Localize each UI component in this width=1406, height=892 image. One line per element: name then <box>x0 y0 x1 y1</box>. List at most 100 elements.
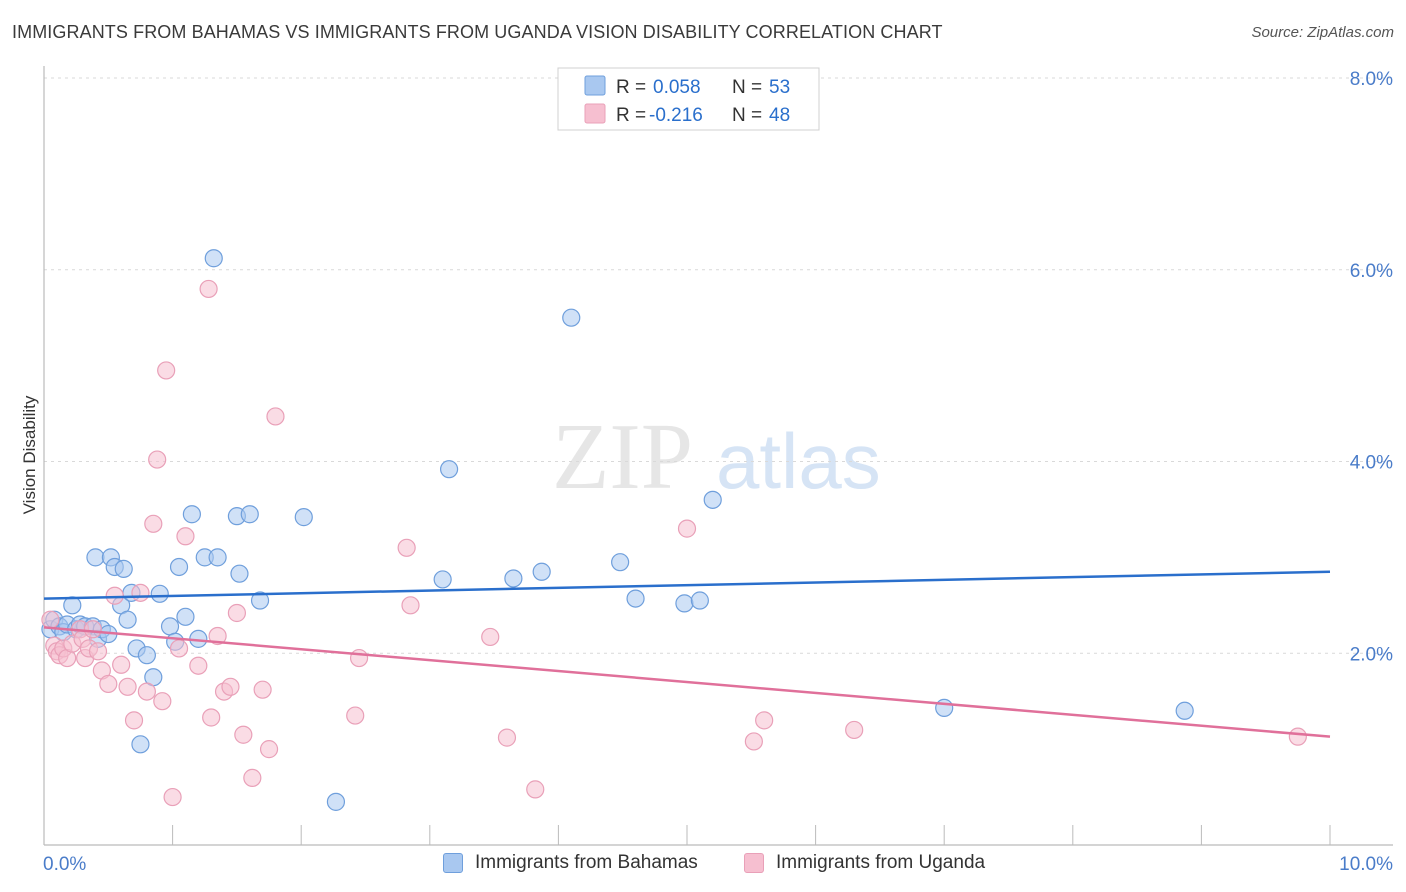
y-tick-label-0: 2.0% <box>1350 644 1393 665</box>
point-bahamas-51 <box>1175 701 1194 720</box>
point-uganda-34 <box>227 603 246 623</box>
point-uganda-23 <box>153 692 172 711</box>
point-uganda-21 <box>144 514 163 533</box>
point-bahamas-18 <box>118 610 137 629</box>
point-uganda-22 <box>148 450 167 469</box>
point-bahamas-40 <box>433 570 452 589</box>
legend-swatch-bahamas-bottom <box>443 853 463 873</box>
point-bahamas-10 <box>86 548 105 567</box>
point-uganda-49 <box>755 711 774 730</box>
point-bahamas-42 <box>504 569 523 588</box>
point-bahamas-28 <box>176 607 195 626</box>
point-uganda-14 <box>99 674 118 694</box>
legend-item-uganda: Immigrants from Uganda <box>744 852 985 874</box>
point-bahamas-29 <box>182 505 201 524</box>
point-uganda-11 <box>83 620 102 639</box>
point-bahamas-27 <box>169 557 189 577</box>
legend-r-value-uganda: -0.216 <box>649 105 703 126</box>
point-uganda-40 <box>349 648 369 668</box>
point-uganda-38 <box>259 740 279 759</box>
point-uganda-41 <box>346 706 365 725</box>
legend-n-label-uganda: N = <box>732 105 767 126</box>
legend-item-bahamas: Immigrants from Bahamas <box>443 852 698 874</box>
chart-title: IMMIGRANTS FROM BAHAMAS VS IMMIGRANTS FR… <box>12 22 943 42</box>
point-uganda-33 <box>221 677 240 696</box>
legend-swatch-bahamas <box>584 75 606 96</box>
point-uganda-36 <box>243 768 262 787</box>
point-uganda-44 <box>481 627 500 647</box>
point-bahamas-47 <box>675 594 694 613</box>
point-uganda-46 <box>526 780 545 799</box>
point-uganda-47 <box>677 519 697 538</box>
x-tick-label-max: 10.0% <box>1339 854 1393 875</box>
correlation-legend: R = 0.058 N = 53 R = -0.216 N = 48 <box>557 67 820 131</box>
point-uganda-17 <box>118 677 137 696</box>
point-uganda-43 <box>401 596 420 615</box>
trend-line-uganda <box>43 626 1331 738</box>
point-uganda-37 <box>253 680 272 699</box>
legend-r-value-bahamas: 0.058 <box>653 77 701 98</box>
y-axis-label: Vision Disability <box>20 395 39 514</box>
point-uganda-29 <box>199 279 218 299</box>
legend-swatch-uganda-bottom <box>744 853 764 873</box>
point-uganda-35 <box>234 725 253 744</box>
point-bahamas-38 <box>294 508 313 527</box>
y-tick-labels: 2.0% 4.0% 6.0% 8.0% <box>1350 69 1393 665</box>
series-legend: Immigrants from Bahamas Immigrants from … <box>0 852 1406 878</box>
point-bahamas-49 <box>703 490 722 509</box>
point-uganda-39 <box>266 407 285 426</box>
point-bahamas-22 <box>137 646 156 665</box>
point-uganda-12 <box>88 642 108 661</box>
point-bahamas-39 <box>326 792 346 811</box>
legend-r-label-bahamas: R = <box>616 77 651 98</box>
point-uganda-30 <box>202 708 221 727</box>
point-bahamas-44 <box>562 308 581 327</box>
watermark-atlas: atlas <box>716 417 881 505</box>
point-bahamas-43 <box>532 562 551 581</box>
axes <box>43 66 1393 846</box>
point-bahamas-50 <box>935 698 954 717</box>
legend-label-bahamas: Immigrants from Bahamas <box>475 852 698 873</box>
point-uganda-50 <box>845 720 864 740</box>
legend-r-label-uganda: R = <box>616 105 651 126</box>
series-uganda-points <box>41 279 1307 807</box>
point-bahamas-17 <box>114 559 133 578</box>
y-tick-label-2: 6.0% <box>1350 261 1393 282</box>
legend-label-uganda: Immigrants from Uganda <box>776 852 986 873</box>
point-bahamas-48 <box>690 591 709 610</box>
point-uganda-48 <box>744 732 763 751</box>
gridlines <box>44 77 1393 654</box>
watermark-zip: ZIP <box>552 405 693 509</box>
point-bahamas-24 <box>150 584 169 603</box>
x-ticks <box>43 825 1331 845</box>
trend-line-bahamas <box>43 570 1331 600</box>
point-bahamas-33 <box>208 548 227 567</box>
series-bahamas-points <box>41 249 1194 811</box>
point-bahamas-35 <box>230 564 249 583</box>
point-bahamas-21 <box>131 735 150 754</box>
chart-source: Source: ZipAtlas.com <box>1251 24 1394 41</box>
point-uganda-31 <box>208 626 227 646</box>
point-bahamas-46 <box>626 589 645 608</box>
legend-n-label-bahamas: N = <box>732 77 767 98</box>
point-bahamas-37 <box>250 591 270 610</box>
x-tick-label-min: 0.0% <box>43 854 86 875</box>
point-uganda-28 <box>189 656 208 675</box>
legend-n-value-bahamas: 53 <box>769 77 790 98</box>
point-bahamas-32 <box>204 249 223 268</box>
point-uganda-20 <box>137 682 156 701</box>
point-uganda-42 <box>397 538 416 557</box>
point-uganda-25 <box>163 787 182 807</box>
point-bahamas-41 <box>439 460 459 479</box>
point-bahamas-25 <box>160 617 180 636</box>
point-uganda-24 <box>157 361 176 380</box>
y-tick-label-3: 8.0% <box>1350 69 1393 90</box>
y-tick-label-1: 4.0% <box>1350 453 1393 474</box>
legend-n-value-uganda: 48 <box>769 105 790 126</box>
point-uganda-51 <box>1288 727 1307 746</box>
point-uganda-18 <box>124 711 144 730</box>
point-uganda-45 <box>497 728 517 747</box>
legend-swatch-uganda <box>584 103 606 124</box>
point-uganda-0 <box>41 610 60 629</box>
